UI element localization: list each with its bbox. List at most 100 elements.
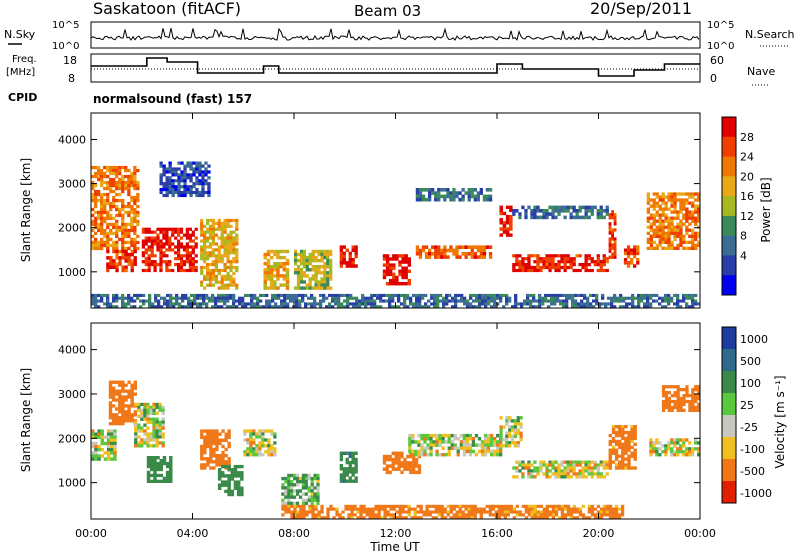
velocity-cell-blob-14 xyxy=(676,438,680,442)
power-cell-blob-17 xyxy=(691,296,695,300)
velocity-cell-blob-5 xyxy=(236,474,241,478)
velocity-cell-blob-6 xyxy=(261,438,265,442)
velocity-cell-blob-11 xyxy=(519,425,523,429)
velocity-cell-blob-12 xyxy=(527,463,531,467)
velocity-cell-blob-12 xyxy=(590,469,594,473)
velocity-cell-blob-7 xyxy=(290,473,294,478)
velocity-cell-blob-16 xyxy=(587,504,592,508)
power-cell-blob-17 xyxy=(577,293,581,297)
velocity-cell-blob-4 xyxy=(212,450,216,455)
velocity-cell-blob-16 xyxy=(302,510,306,514)
velocity-cell-blob-7 xyxy=(307,489,311,493)
velocity-cell-blob-10 xyxy=(408,440,412,444)
power-cell-blob-3 xyxy=(207,176,211,180)
velocity-cell-blob-16 xyxy=(467,504,471,508)
power-cell-blob-4 xyxy=(214,265,218,270)
velocity-cell-blob-5 xyxy=(227,483,231,487)
power-cell-blob-17 xyxy=(265,293,269,297)
velocity-cell-blob-6 xyxy=(255,453,259,457)
power-cell-blob-2 xyxy=(162,242,166,246)
power-cell-blob-17 xyxy=(376,296,380,300)
power-cell-blob-12 xyxy=(563,254,567,258)
power-cell-blob-16 xyxy=(682,201,686,205)
power-cell-blob-17 xyxy=(286,296,290,300)
velocity-cell-blob-0 xyxy=(103,457,108,461)
power-cell-blob-16 xyxy=(688,195,692,199)
power-cell-blob-17 xyxy=(106,302,110,306)
velocity-cell-blob-14 xyxy=(694,438,698,442)
velocity-cell-blob-5 xyxy=(233,464,238,469)
velocity-cell-blob-4 xyxy=(227,435,231,439)
velocity-cell-blob-12 xyxy=(557,469,561,473)
power-cell-blob-1 xyxy=(106,256,110,260)
power-cell-blob-0 xyxy=(115,234,119,239)
power-cell-blob-16 xyxy=(670,243,674,247)
power-cell-blob-17 xyxy=(457,293,461,297)
velocity-cell-blob-16 xyxy=(605,510,610,514)
power-cell-blob-13 xyxy=(524,209,528,213)
power-cell-blob-16 xyxy=(649,234,653,238)
power-cell-blob-17 xyxy=(148,305,152,308)
velocity-cell-blob-10 xyxy=(447,440,451,444)
velocity-cell-blob-7 xyxy=(304,492,308,496)
velocity-cell-blob-16 xyxy=(506,510,510,514)
power-cell-blob-13 xyxy=(533,212,537,216)
power-cell-blob-5 xyxy=(282,262,287,266)
power-cell-blob-17 xyxy=(667,299,671,303)
velocity-cell-blob-3 xyxy=(165,473,170,478)
power-cell-blob-17 xyxy=(478,302,482,306)
velocity-cell-blob-16 xyxy=(332,516,336,519)
velocity-cell-blob-5 xyxy=(227,464,231,469)
velocity-cell-blob-14 xyxy=(673,444,677,448)
power-cell-blob-17 xyxy=(244,293,248,297)
power-cell-blob-0 xyxy=(121,228,125,233)
power-cell-blob-12 xyxy=(536,260,540,264)
velocity-cell-blob-12 xyxy=(527,460,531,464)
power-cell-blob-4 xyxy=(217,257,221,261)
power-cell-blob-4 xyxy=(226,248,230,252)
velocity-cell-blob-14 xyxy=(667,441,671,445)
velocity-cell-blob-16 xyxy=(599,516,604,519)
power-cell-blob-5 xyxy=(269,265,274,269)
power-cell-blob-17 xyxy=(313,302,317,306)
power-cell-blob-17 xyxy=(580,299,584,303)
velocity-cell-blob-16 xyxy=(392,516,396,519)
velocity-cell-blob-13 xyxy=(618,466,622,470)
velocity-cell-blob-8 xyxy=(342,473,346,477)
velocity-cell-blob-7 xyxy=(307,473,311,478)
velocity-cell-blob-13 xyxy=(618,425,622,429)
velocity-cell-blob-11 xyxy=(502,437,506,442)
power-cell-blob-4 xyxy=(226,260,230,264)
velocity-cell-blob-12 xyxy=(512,466,516,470)
power-cell-blob-2 xyxy=(188,239,192,243)
velocity-cell-blob-0 xyxy=(113,432,117,436)
power-cell-blob-0 xyxy=(127,210,131,215)
velocity-cell-blob-10 xyxy=(432,440,436,444)
power-cell-blob-0 xyxy=(91,180,95,185)
power-cell-blob-17 xyxy=(97,299,101,303)
power-cell-blob-0 xyxy=(136,198,140,203)
power-cell-blob-3 xyxy=(171,193,175,198)
power-cell-blob-16 xyxy=(685,225,689,229)
power-cell-blob-4 xyxy=(206,245,210,249)
power-cell-blob-17 xyxy=(313,305,317,308)
power-cell-blob-2 xyxy=(144,248,148,252)
velocity-cell-blob-10 xyxy=(493,437,497,441)
power-cell-blob-12 xyxy=(515,257,519,261)
power-cell-blob-17 xyxy=(532,299,536,303)
power-cell-blob-0 xyxy=(103,171,107,176)
power-cell-blob-14 xyxy=(613,255,617,259)
velocity-cell-blob-0 xyxy=(110,451,114,455)
power-cell-blob-0 xyxy=(94,237,98,242)
power-cell-blob-0 xyxy=(100,171,104,176)
velocity-cell-blob-5 xyxy=(230,468,235,472)
power-cell-blob-17 xyxy=(373,305,377,308)
velocity-cell-blob-10 xyxy=(456,446,460,450)
velocity-cell-blob-10 xyxy=(438,433,442,438)
velocity-cell-blob-3 xyxy=(159,461,163,466)
power-cell-blob-4 xyxy=(220,277,224,281)
power-cell-blob-3 xyxy=(183,188,187,192)
power-cell-blob-4 xyxy=(200,218,204,223)
power-cell-blob-0 xyxy=(100,207,104,212)
velocity-cell-blob-12 xyxy=(572,460,576,464)
